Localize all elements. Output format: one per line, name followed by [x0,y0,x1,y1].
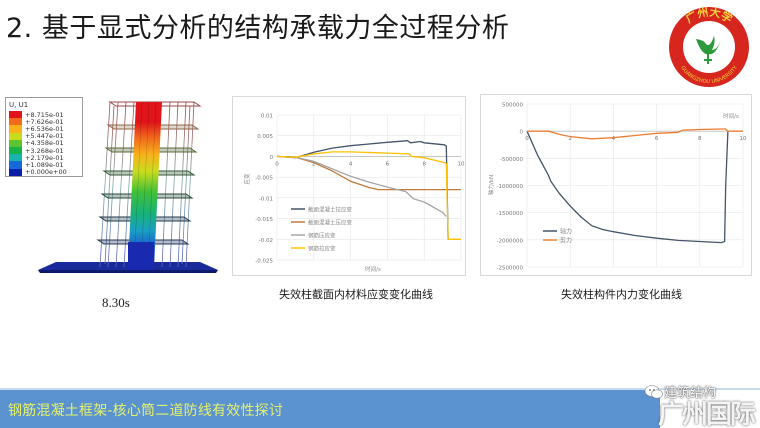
legend-swatch [9,168,22,176]
footer-banner: 钢筋混凝土框架-核心筒二道防线有效性探讨 [0,390,660,428]
svg-text:-0.005: -0.005 [255,176,273,182]
svg-text:-0.015: -0.015 [255,217,273,223]
watermark-small-text: 建筑结构 [664,386,717,401]
svg-text:4: 4 [612,136,616,142]
watermark: 建筑结构 广州国际 [640,378,760,428]
university-emblem-icon: 广州大学 GUANGZHOU UNIVERSITY [669,5,749,87]
legend-value: +6.536e-01 [25,124,64,133]
svg-text:时间/s: 时间/s [723,112,739,120]
wechat-icon [644,385,663,399]
svg-text:轴力/kN: 轴力/kN [487,175,495,195]
svg-text:应变: 应变 [243,173,251,185]
svg-text:-0.02: -0.02 [259,238,273,244]
legend-value: +1.089e-01 [25,160,64,169]
legend-value: +5.447e-01 [25,132,64,141]
legend-row: +1.089e-01 [9,160,79,169]
svg-text:6: 6 [655,136,659,142]
legend-row: +2.179e-01 [9,153,79,162]
slide-title: 2. 基于显式分析的结构承载力全过程分析 [6,13,510,44]
svg-text:轴力: 轴力 [560,228,572,236]
svg-text:-2500000: -2500000 [497,266,524,272]
legend-value: +7.626e-01 [25,117,64,126]
legend-title: U, U1 [9,101,29,109]
svg-text:钢筋压应变: 钢筋压应变 [308,232,336,240]
university-logo: 广州大学 GUANGZHOU UNIVERSITY [666,4,752,90]
svg-text:0.005: 0.005 [257,134,273,140]
svg-text:8: 8 [422,161,426,167]
svg-text:6: 6 [386,161,390,167]
banner-text: 钢筋混凝土框架-核心筒二道防线有效性探讨 [8,403,284,419]
svg-text:-0.025: -0.025 [255,259,273,265]
strain-line-chart: 0.01 0.005 0 -0.005 -0.01 -0.015 -0.02 -0.025 0 2… [243,114,465,274]
legend-swatch [9,132,22,140]
svg-text:0: 0 [275,161,279,167]
legend-row: +7.626e-01 [9,117,79,126]
svg-text:2: 2 [568,136,572,142]
legend-swatch [9,125,22,133]
legend-swatch [9,111,22,119]
legend-row: +4.358e-01 [9,139,79,148]
svg-text:4: 4 [349,161,353,167]
svg-text:-1500000: -1500000 [497,211,524,217]
watermark-big-text: 广州国际 [658,400,756,428]
legend-row: +8.715e-01 [9,110,79,119]
strain-chart: 0.01 0.005 0 -0.005 -0.01 -0.015 -0.02 -0.025 0 2… [232,96,466,276]
legend-value: +4.358e-01 [25,139,64,148]
force-chart-caption: 失效柱构件内力变化曲线 [561,288,682,301]
svg-text:-2000000: -2000000 [497,238,524,244]
svg-text:-500000: -500000 [500,157,523,163]
svg-text:钢筋拉应变: 钢筋拉应变 [308,245,336,253]
legend-swatch [9,154,22,162]
svg-text:10: 10 [740,136,747,142]
svg-text:-0.01: -0.01 [259,196,273,202]
force-chart: 500000 0 -500000 -1000000 -1500000 -2000000 -2… [480,94,752,276]
svg-text:8: 8 [698,136,702,142]
legend-row: +6.536e-01 [9,124,79,133]
legend-value: +0.000e+00 [25,168,67,177]
strain-chart-caption: 失效柱截面内材料应变变化曲线 [279,288,433,301]
legend-row: +0.000e+00 [9,168,79,177]
building-model-image [38,101,218,273]
svg-text:-1000000: -1000000 [497,184,524,190]
svg-text:截面混凝土压应变: 截面混凝土压应变 [308,219,353,227]
displacement-legend: U, U1 +8.715e-01 +7.626e-01 +6.536e-01 +5.4… [5,97,83,177]
force-line-chart: 500000 0 -500000 -1000000 -1500000 -2000000 -2… [487,103,747,272]
svg-text:时间/s: 时间/s [365,265,381,273]
svg-text:0: 0 [525,136,529,142]
banner-divider [0,388,760,390]
legend-value: +2.179e-01 [25,153,64,162]
svg-text:500000: 500000 [502,103,523,109]
svg-text:10: 10 [458,161,465,167]
svg-text:0: 0 [520,130,524,136]
svg-text:0.01: 0.01 [261,114,273,120]
legend-swatch [9,146,22,155]
time-label: 8.30s [102,295,130,310]
legend-row: +3.268e-01 [9,146,79,155]
legend-swatch [9,118,22,126]
svg-text:2: 2 [312,161,316,167]
legend-value: +8.715e-01 [25,110,64,119]
legend-swatch [9,139,22,147]
legend-swatch [9,161,22,169]
svg-text:剪力: 剪力 [560,237,572,245]
legend-row: +5.447e-01 [9,132,79,141]
svg-text:0: 0 [270,155,274,161]
svg-text:截面混凝土拉应变: 截面混凝土拉应变 [308,206,353,214]
fe-model-panel: U, U1 +8.715e-01 +7.626e-01 +6.536e-01 +5.4… [0,92,230,310]
legend-value: +3.268e-01 [25,146,64,155]
